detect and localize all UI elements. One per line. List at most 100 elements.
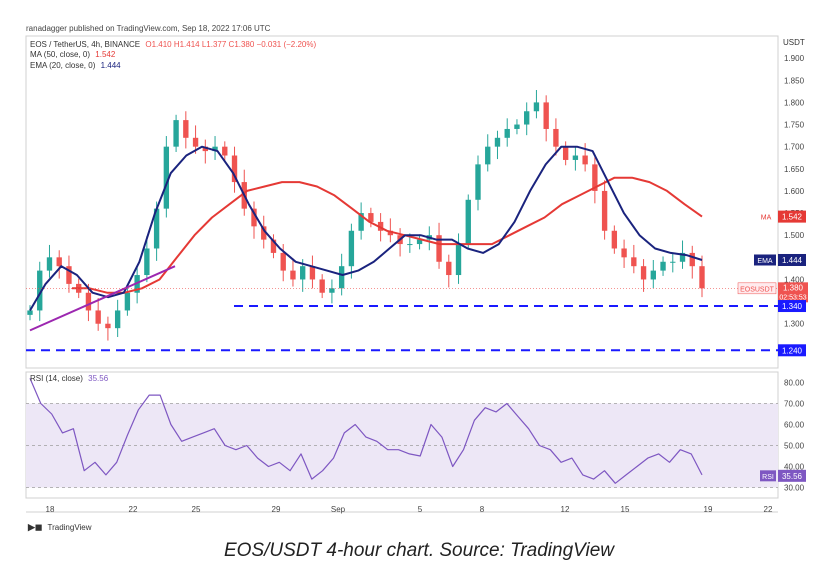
- support-price-value: 1.240: [782, 346, 803, 355]
- time-tick-label: 8: [480, 505, 485, 514]
- candle-body: [475, 164, 481, 200]
- ema20-line: [29, 145, 703, 312]
- candle-body: [601, 190, 608, 231]
- price-tick-label: 1.500: [784, 231, 805, 240]
- ma-legend: MA (50, close, 0) 1.542: [30, 50, 115, 59]
- price-tick-label: 1.400: [784, 275, 805, 284]
- countdown-value: 02:53:53: [779, 294, 806, 301]
- support-price-tag: [778, 344, 806, 357]
- ma-marker-label: MA: [761, 215, 772, 222]
- candle-body: [387, 230, 394, 236]
- price-tick-label: 1.600: [784, 187, 805, 196]
- tradingview-logo-icon: ▶◼: [28, 522, 43, 532]
- candle-body: [631, 257, 637, 267]
- ema-marker-label: EMA: [757, 258, 773, 265]
- candle-body: [280, 252, 286, 271]
- candle-body: [114, 310, 121, 329]
- candle-body: [222, 146, 228, 156]
- rsi-tick-label: 30.00: [784, 484, 805, 493]
- candle-body: [553, 128, 559, 147]
- tradingview-logo-text: TradingView: [47, 523, 92, 532]
- currency-label: USDT: [783, 38, 805, 47]
- tradingview-logo[interactable]: ▶◼ TradingView: [28, 522, 92, 533]
- candle-body: [309, 266, 316, 280]
- candle-body: [504, 128, 510, 138]
- candle-body: [338, 266, 345, 289]
- ma-label: MA (50, close, 0): [30, 50, 91, 59]
- rsi-band: [26, 403, 778, 488]
- candle-body: [514, 124, 520, 129]
- candle-body: [163, 146, 170, 209]
- time-tick-label: 22: [764, 505, 773, 514]
- symbol-label: EOS / TetherUS, 4h, BINANCE: [30, 40, 141, 49]
- candle-body: [465, 199, 471, 245]
- symbol-marker-bg: [737, 282, 777, 295]
- time-tick-label: 22: [129, 505, 138, 514]
- price-tick-label: 1.300: [784, 320, 805, 329]
- candle-body: [290, 270, 296, 280]
- price-tick-label: 1.700: [784, 143, 805, 152]
- ohlc-values: O1.410 H1.414 L1.377 C1.380 −0.031 (−2.2…: [145, 40, 317, 49]
- candle-body: [192, 137, 199, 147]
- candle-body: [533, 102, 540, 112]
- candle-body: [572, 155, 579, 160]
- candle-body: [689, 252, 695, 267]
- candle-body: [368, 213, 374, 222]
- rsi-tick-label: 80.00: [784, 379, 805, 388]
- rsi-label: RSI (14, close): [30, 374, 83, 383]
- candle-body: [670, 261, 676, 263]
- support-price-tag: [778, 300, 806, 313]
- price-pane-frame: [25, 35, 779, 369]
- candle-body: [582, 155, 588, 165]
- candle-body: [46, 257, 53, 271]
- candle-body: [95, 310, 101, 324]
- time-tick-label: 12: [561, 505, 570, 514]
- ma-value: 1.542: [95, 50, 116, 59]
- candle-body: [231, 155, 238, 183]
- rsi-marker-label: RSI: [762, 474, 774, 481]
- candle-body: [407, 244, 413, 246]
- candle-body: [377, 221, 384, 231]
- candle-body: [699, 266, 705, 289]
- candle-body: [251, 208, 257, 227]
- ema-marker-bg: [754, 254, 776, 266]
- ema-legend: EMA (20, close, 0) 1.444: [30, 61, 121, 70]
- time-tick-label: 25: [192, 505, 201, 514]
- candle-body: [202, 146, 208, 152]
- candle-body: [524, 111, 530, 125]
- rsi-tick-label: 50.00: [784, 442, 805, 451]
- candle-body: [173, 120, 179, 147]
- candle-body: [56, 257, 62, 267]
- candle-body: [543, 102, 549, 129]
- candle-body: [300, 266, 306, 280]
- last-price-value: 1.380: [783, 283, 804, 292]
- time-tick-label: 15: [621, 505, 630, 514]
- candle-body: [446, 261, 452, 276]
- price-tick-label: 1.900: [784, 54, 805, 63]
- support-price-value: 1.340: [782, 302, 803, 311]
- rsi-legend: RSI (14, close) 35.56: [30, 374, 108, 383]
- rsi-price-value: 35.56: [782, 472, 803, 481]
- candle-body: [66, 266, 72, 284]
- trendline: [29, 265, 176, 332]
- ema-price-value: 1.444: [782, 256, 803, 265]
- candle-body: [144, 248, 150, 276]
- candle-body: [455, 244, 462, 276]
- rsi-tick-label: 70.00: [784, 400, 805, 409]
- candle-body: [212, 146, 218, 152]
- candle-body: [124, 292, 131, 311]
- publisher-line: ranadagger published on TradingView.com,…: [26, 24, 271, 33]
- candle-body: [37, 270, 43, 311]
- candle-body: [183, 120, 189, 138]
- ma-price-tag: [778, 210, 806, 223]
- price-tick-label: 1.800: [784, 98, 805, 107]
- rsi-marker-bg: [760, 470, 776, 482]
- candle-body: [27, 310, 33, 315]
- ema-label: EMA (20, close, 0): [30, 61, 96, 70]
- time-tick-label: 29: [272, 505, 281, 514]
- price-tick-label: 1.650: [784, 165, 805, 174]
- last-price-tag: [778, 282, 808, 303]
- candle-body: [416, 239, 423, 245]
